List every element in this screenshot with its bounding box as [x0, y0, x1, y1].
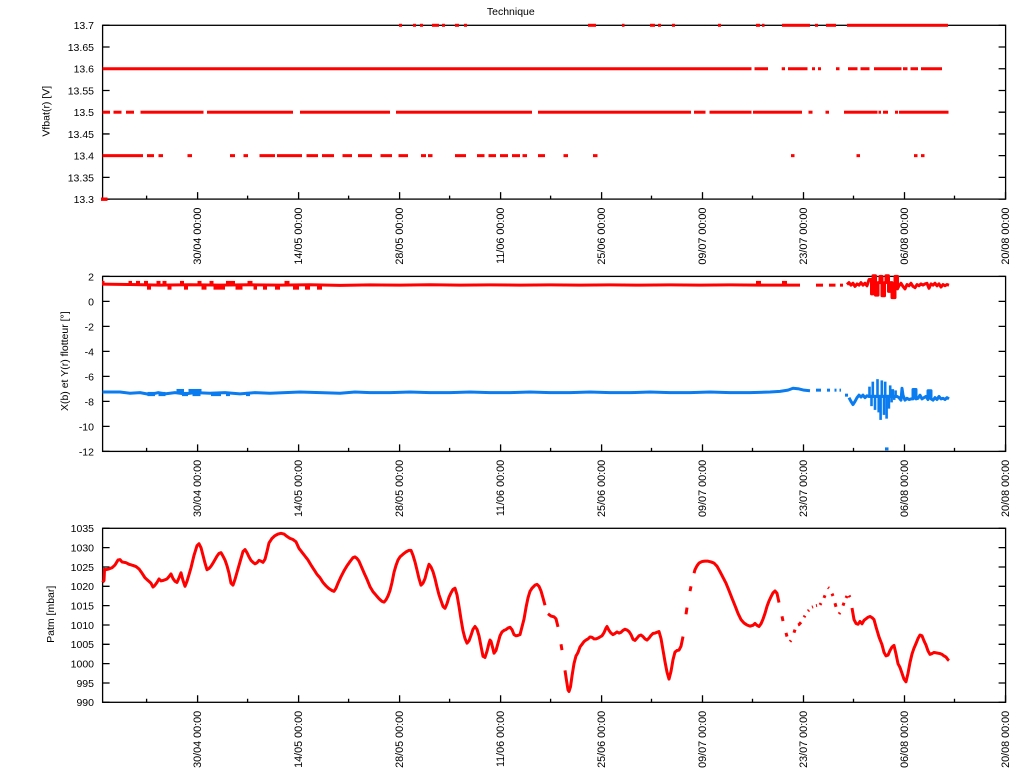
- svg-text:1020: 1020: [71, 581, 95, 593]
- svg-text:990: 990: [76, 697, 94, 709]
- svg-text:25/06 00:00: 25/06 00:00: [596, 208, 608, 265]
- svg-text:13.55: 13.55: [68, 85, 94, 97]
- svg-text:-10: -10: [79, 421, 94, 433]
- svg-text:1005: 1005: [71, 639, 95, 651]
- svg-text:14/05 00:00: 14/05 00:00: [293, 208, 305, 265]
- svg-text:14/05 00:00: 14/05 00:00: [293, 711, 305, 768]
- svg-text:28/05 00:00: 28/05 00:00: [394, 711, 406, 768]
- svg-text:13.65: 13.65: [68, 42, 94, 54]
- svg-text:1000: 1000: [71, 659, 95, 671]
- svg-text:30/04 00:00: 30/04 00:00: [192, 460, 204, 517]
- svg-text:09/07 00:00: 09/07 00:00: [697, 208, 709, 265]
- svg-text:13.3: 13.3: [74, 194, 95, 206]
- svg-text:13.4: 13.4: [74, 151, 95, 163]
- svg-text:Technique: Technique: [487, 6, 535, 18]
- svg-text:09/07 00:00: 09/07 00:00: [697, 711, 709, 768]
- svg-text:23/07 00:00: 23/07 00:00: [798, 208, 810, 265]
- svg-text:06/08 00:00: 06/08 00:00: [899, 208, 911, 265]
- svg-text:Patm [mbar]: Patm [mbar]: [45, 586, 57, 643]
- svg-text:13.45: 13.45: [68, 129, 94, 141]
- svg-text:11/06 00:00: 11/06 00:00: [495, 208, 507, 264]
- svg-text:-8: -8: [85, 396, 94, 408]
- svg-text:2: 2: [88, 271, 94, 283]
- svg-text:X(b) et Y(r) flotteur [°]: X(b) et Y(r) flotteur [°]: [59, 311, 71, 411]
- svg-text:20/08 00:00: 20/08 00:00: [1000, 460, 1012, 517]
- svg-text:20/08 00:00: 20/08 00:00: [1000, 208, 1012, 265]
- svg-text:-4: -4: [85, 346, 94, 358]
- svg-text:13.6: 13.6: [74, 64, 95, 76]
- svg-text:14/05 00:00: 14/05 00:00: [293, 460, 305, 517]
- svg-text:20/08 00:00: 20/08 00:00: [1000, 711, 1012, 768]
- svg-text:Vfbat(r) [V]: Vfbat(r) [V]: [41, 86, 53, 137]
- svg-text:995: 995: [76, 678, 94, 690]
- svg-text:11/06 00:00: 11/06 00:00: [495, 711, 507, 767]
- svg-text:1010: 1010: [71, 620, 95, 632]
- svg-text:30/04 00:00: 30/04 00:00: [192, 208, 204, 265]
- svg-text:-12: -12: [79, 446, 94, 458]
- svg-text:-6: -6: [85, 371, 94, 383]
- svg-text:13.35: 13.35: [68, 172, 94, 184]
- svg-text:0: 0: [88, 296, 94, 308]
- svg-text:09/07 00:00: 09/07 00:00: [697, 460, 709, 517]
- svg-text:1030: 1030: [71, 543, 95, 555]
- svg-text:23/07 00:00: 23/07 00:00: [798, 460, 810, 517]
- svg-text:28/05 00:00: 28/05 00:00: [394, 208, 406, 265]
- svg-text:28/05 00:00: 28/05 00:00: [394, 460, 406, 517]
- svg-text:30/04 00:00: 30/04 00:00: [192, 711, 204, 768]
- svg-text:06/08 00:00: 06/08 00:00: [899, 711, 911, 768]
- svg-text:11/06 00:00: 11/06 00:00: [495, 460, 507, 516]
- svg-text:1015: 1015: [71, 601, 95, 613]
- svg-text:06/08 00:00: 06/08 00:00: [899, 460, 911, 517]
- svg-text:-2: -2: [85, 321, 94, 333]
- svg-text:1035: 1035: [71, 523, 95, 535]
- svg-text:23/07 00:00: 23/07 00:00: [798, 711, 810, 768]
- svg-text:25/06 00:00: 25/06 00:00: [596, 460, 608, 517]
- svg-text:25/06 00:00: 25/06 00:00: [596, 711, 608, 768]
- svg-text:1025: 1025: [71, 562, 95, 574]
- svg-text:13.5: 13.5: [74, 107, 95, 119]
- svg-text:13.7: 13.7: [74, 20, 95, 32]
